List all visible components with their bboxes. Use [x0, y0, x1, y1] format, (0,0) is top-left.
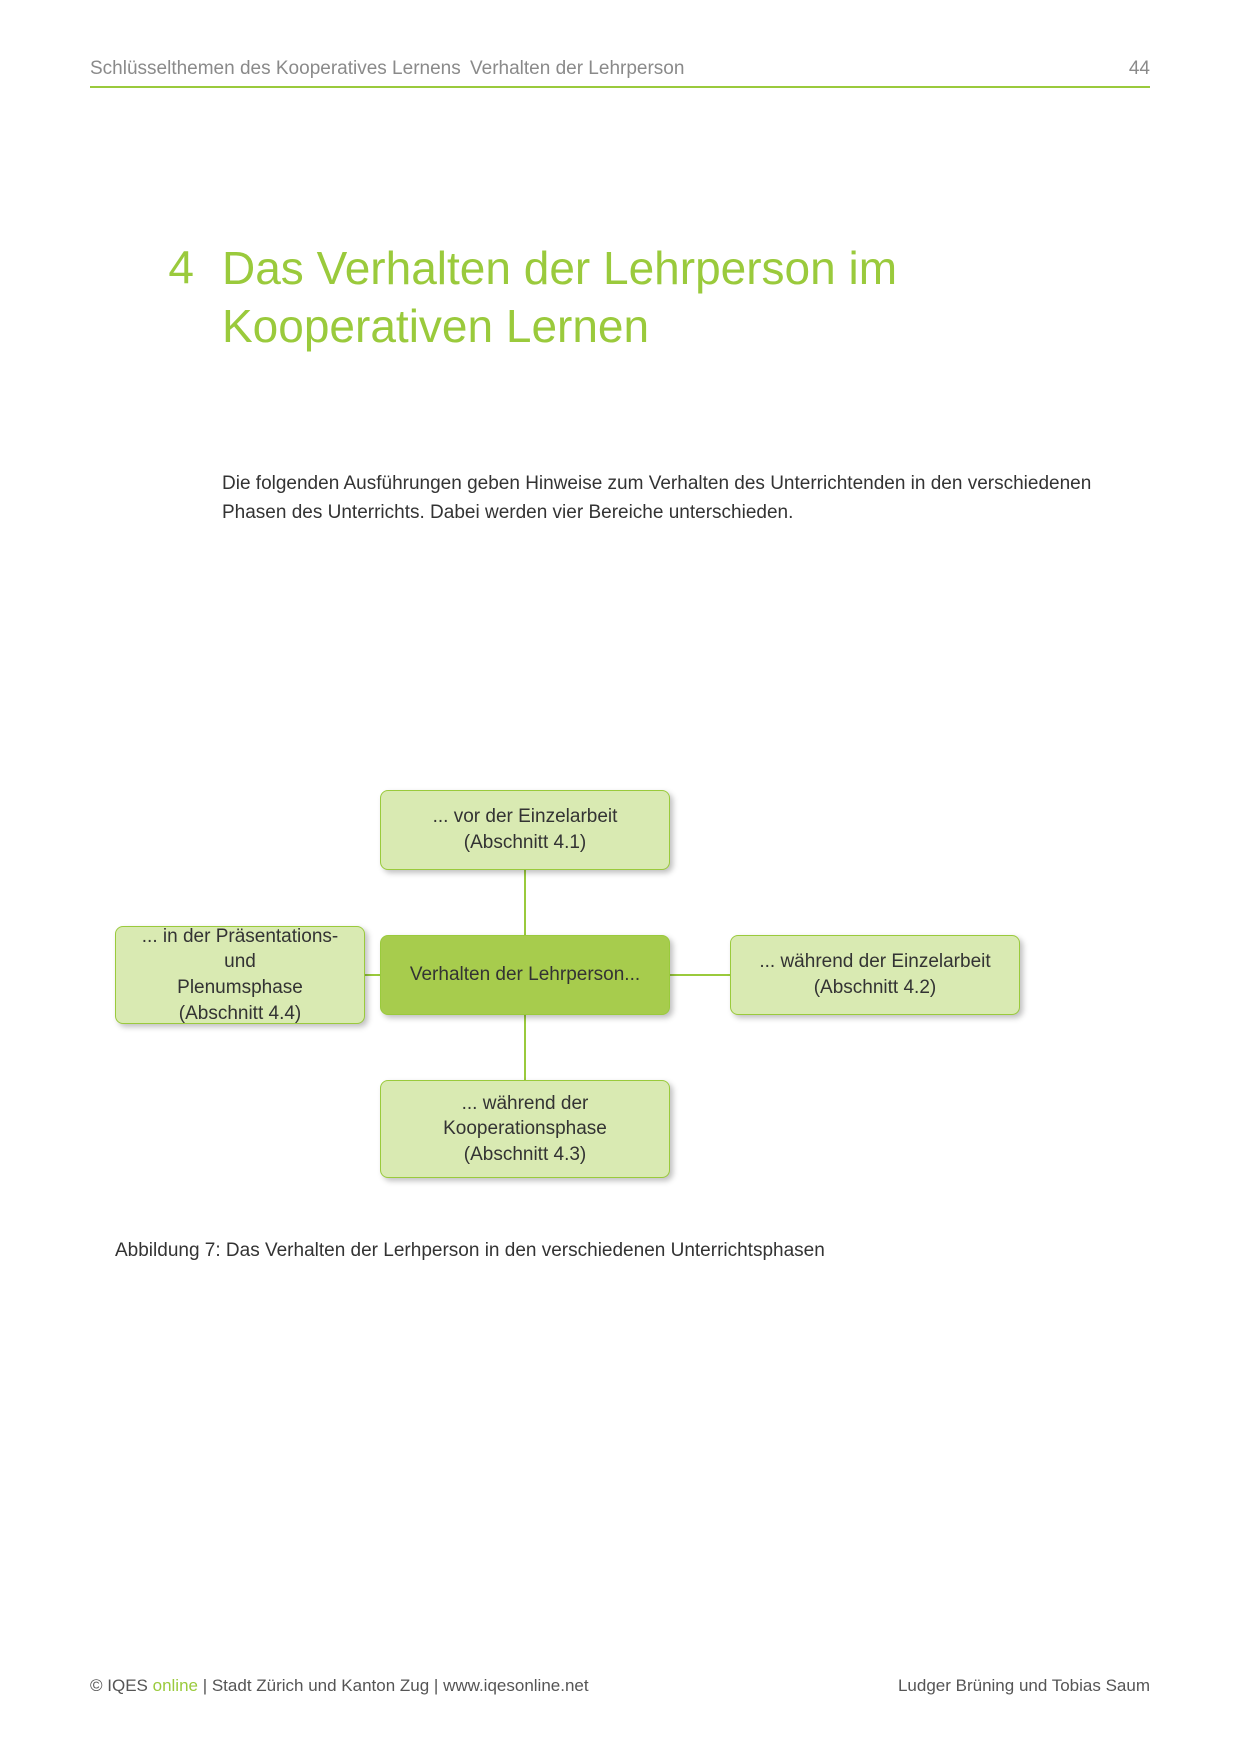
node-center-label: Verhalten der Lehrperson...	[410, 962, 640, 988]
page-header: Schlüsselthemen des Kooperatives Lernens…	[90, 58, 1150, 88]
edge-center-bottom	[524, 1015, 526, 1080]
intro-paragraph: Die folgenden Ausführungen geben Hinweis…	[222, 470, 1120, 527]
header-topic: Schlüsselthemen des Kooperatives Lernens	[90, 58, 470, 80]
node-bottom-label: ... während derKooperationsphase(Abschni…	[443, 1091, 607, 1168]
node-center: Verhalten der Lehrperson...	[380, 935, 670, 1015]
footer-authors: Ludger Brüning und Tobias Saum	[898, 1676, 1150, 1696]
chapter-heading: 4 Das Verhalten der Lehrperson im Kooper…	[90, 240, 1150, 355]
edge-center-right	[670, 974, 730, 976]
header-section: Verhalten der Lehrperson	[470, 58, 1129, 80]
node-right-label: ... während der Einzelarbeit(Abschnitt 4…	[759, 949, 990, 1000]
node-top: ... vor der Einzelarbeit(Abschnitt 4.1)	[380, 790, 670, 870]
footer-copyright-prefix: © IQES	[90, 1676, 153, 1695]
chapter-title: Das Verhalten der Lehrperson im Kooperat…	[222, 240, 1150, 355]
header-page-number: 44	[1129, 58, 1150, 80]
node-right: ... während der Einzelarbeit(Abschnitt 4…	[730, 935, 1020, 1015]
edge-center-top	[524, 870, 526, 935]
footer-online: online	[153, 1676, 198, 1695]
footer-copyright-suffix: | Stadt Zürich und Kanton Zug | www.iqes…	[198, 1676, 589, 1695]
diagram: ... vor der Einzelarbeit(Abschnitt 4.1) …	[90, 760, 1150, 1240]
node-top-label: ... vor der Einzelarbeit(Abschnitt 4.1)	[433, 804, 618, 855]
footer-copyright: © IQES online | Stadt Zürich und Kanton …	[90, 1676, 589, 1696]
edge-center-left	[365, 974, 380, 976]
node-bottom: ... während derKooperationsphase(Abschni…	[380, 1080, 670, 1178]
page-footer: © IQES online | Stadt Zürich und Kanton …	[90, 1676, 1150, 1696]
node-left: ... in der Präsentations- undPlenumsphas…	[115, 926, 365, 1024]
node-left-label: ... in der Präsentations- undPlenumsphas…	[126, 924, 354, 1027]
figure-caption: Abbildung 7: Das Verhalten der Lerhperso…	[115, 1240, 825, 1262]
chapter-number: 4	[90, 240, 222, 355]
